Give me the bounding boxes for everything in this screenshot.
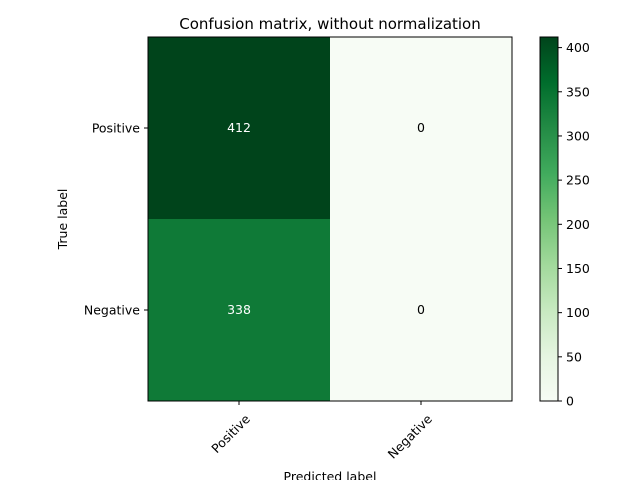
colorbar-tick-label-2: 100: [566, 305, 590, 320]
x-tick-label-0: Positive: [208, 411, 253, 456]
colorbar-tick-label-7: 350: [566, 84, 590, 99]
colorbar: [539, 36, 559, 402]
heatmap-cell-1-0: [148, 219, 330, 401]
colorbar-tick-label-3: 150: [566, 261, 590, 276]
x-tick-label-1: Negative: [385, 411, 435, 461]
colorbar-tick-label-6: 300: [566, 128, 590, 143]
y-axis-label: True label: [55, 189, 70, 251]
heatmap-cell-0-1: [330, 37, 512, 219]
plot-frame: [147, 36, 513, 402]
colorbar-tick-label-5: 250: [566, 173, 590, 188]
heatmap-cell-0-0: [148, 37, 330, 219]
heatmap-cells: 412 0 338 0: [148, 37, 512, 401]
x-axis-label: Predicted label: [284, 469, 377, 480]
chart-title: Confusion matrix, without normalization: [179, 15, 481, 33]
y-tick-label-0: Positive: [92, 121, 140, 136]
cell-value-label-0-1: 0: [417, 120, 425, 135]
cell-value-label-1-1: 0: [417, 302, 425, 317]
colorbar-tick-label-8: 400: [566, 40, 590, 55]
heatmap-cell-1-1: [330, 219, 512, 401]
colorbar-tick-label-4: 200: [566, 217, 590, 232]
cell-value-label-0-0: 412: [227, 120, 251, 135]
colorbar-tick-label-1: 50: [566, 349, 582, 364]
cell-value-label-1-0: 338: [227, 302, 251, 317]
colorbar-tick-label-0: 0: [566, 394, 574, 409]
colorbar-ticks: 0 50 100 150 200 250 300 350 400: [558, 40, 590, 409]
y-tick-label-1: Negative: [84, 303, 140, 318]
